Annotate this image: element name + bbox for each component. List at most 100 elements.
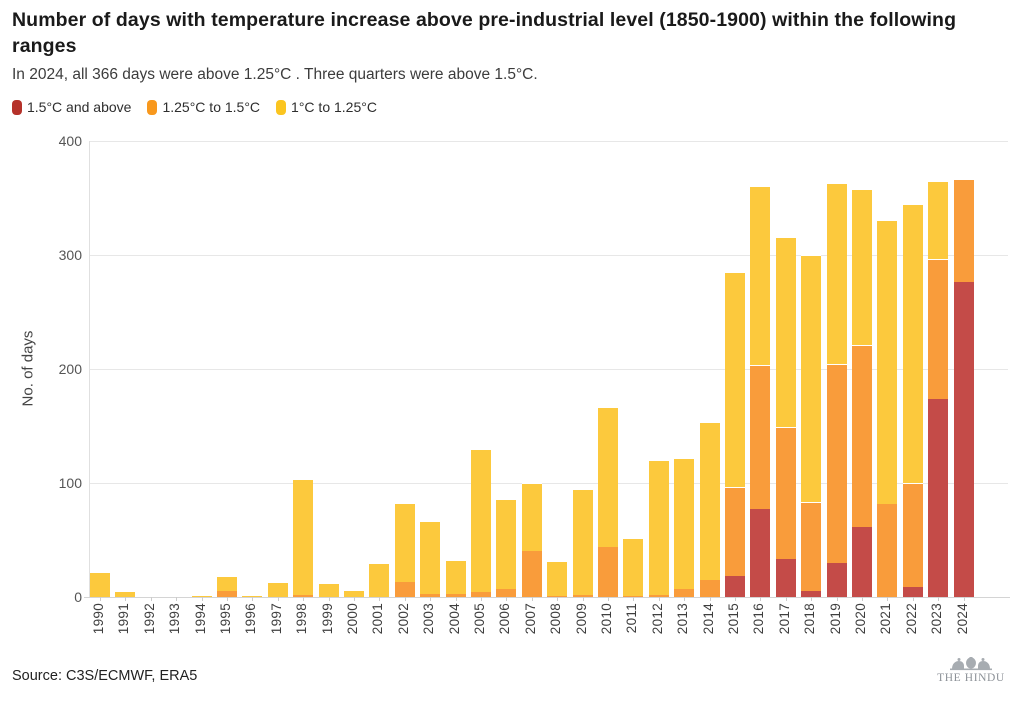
- x-tick-1992: [150, 597, 152, 601]
- bar-segment: [775, 427, 796, 559]
- x-label-1993: 1993: [167, 603, 183, 635]
- bar-segment: [699, 580, 720, 597]
- x-label-2009: 2009: [573, 603, 589, 635]
- x-tick-2009: [582, 597, 584, 601]
- bar-2000: [344, 591, 364, 597]
- x-tick-2007: [531, 597, 533, 601]
- bar-segment: [775, 559, 796, 597]
- bar-segment: [293, 595, 314, 597]
- bar-segment: [674, 589, 695, 597]
- x-tick-2021: [887, 597, 889, 601]
- x-label-2010: 2010: [599, 603, 614, 635]
- x-tick-2016: [760, 597, 762, 601]
- bar-2024: [953, 179, 974, 597]
- bar-segment: [572, 595, 593, 597]
- x-tick-2002: [404, 597, 406, 601]
- x-tick-1998: [303, 597, 305, 601]
- bar-2020: [852, 189, 872, 597]
- bar-2009: [572, 489, 593, 597]
- publisher-name: THE HINDU: [937, 672, 1005, 684]
- legend: 1.5°C and above 1.25°C to 1.5°C 1°C to 1.2…: [12, 99, 377, 115]
- x-label-2007: 2007: [522, 603, 538, 635]
- y-tick-label-400: 400: [58, 133, 82, 149]
- x-label-2004: 2004: [446, 603, 462, 635]
- chart-subtitle: In 2024, all 366 days were above 1.25°C …: [12, 66, 538, 83]
- bar-segment: [648, 595, 669, 597]
- x-tick-2010: [608, 597, 609, 601]
- bar-segment: [852, 527, 872, 597]
- x-tick-1999: [328, 597, 330, 601]
- x-label-2024: 2024: [954, 603, 970, 635]
- x-label-2014: 2014: [700, 603, 716, 635]
- x-label-2020: 2020: [853, 603, 868, 635]
- x-label-2023: 2023: [929, 603, 945, 635]
- bar-segment: [902, 483, 923, 587]
- x-label-2018: 2018: [802, 603, 818, 635]
- x-label-2003: 2003: [421, 603, 437, 635]
- x-tick-2005: [481, 597, 482, 601]
- x-tick-2014: [709, 597, 711, 601]
- bar-segment: [242, 596, 263, 597]
- x-tick-2006: [506, 597, 508, 601]
- bar-segment: [953, 179, 974, 282]
- bar-segment: [750, 509, 771, 597]
- bar-segment: [445, 594, 466, 597]
- x-label-2008: 2008: [548, 603, 564, 635]
- bar-1994: [191, 596, 212, 597]
- bar-2014: [699, 422, 720, 597]
- x-label-2012: 2012: [649, 603, 665, 635]
- x-label-1994: 1994: [192, 603, 208, 635]
- bar-segment: [623, 596, 644, 597]
- bar-segment: [217, 576, 237, 591]
- bar-segment: [953, 282, 974, 597]
- bar-segment: [674, 458, 695, 589]
- plot-area: [90, 140, 1008, 597]
- bar-segment: [725, 487, 745, 576]
- bar-segment: [852, 189, 872, 345]
- x-tick-2008: [557, 597, 559, 601]
- bar-segment: [852, 345, 872, 527]
- bar-segment: [725, 272, 745, 487]
- publisher-logo: THE HINDU: [936, 656, 1006, 684]
- bar-2018: [801, 255, 822, 597]
- bar-2021: [877, 220, 898, 597]
- bar-segment: [547, 561, 568, 596]
- gridline-300: [90, 254, 1008, 256]
- y-tick-label-0: 0: [74, 589, 82, 605]
- bar-2003: [420, 521, 441, 597]
- x-label-2006: 2006: [497, 603, 513, 635]
- bar-segment: [801, 255, 822, 502]
- x-label-2022: 2022: [903, 603, 919, 635]
- bar-segment: [445, 560, 466, 594]
- bar-segment: [547, 596, 568, 597]
- bar-segment: [902, 204, 923, 483]
- legend-label: 1.5°C and above: [27, 99, 132, 115]
- bar-segment: [928, 399, 949, 597]
- x-label-2013: 2013: [675, 603, 691, 635]
- x-label-1991: 1991: [116, 603, 132, 635]
- x-label-2019: 2019: [827, 603, 843, 635]
- x-tick-2018: [811, 597, 813, 601]
- x-tick-1996: [252, 597, 254, 601]
- bar-segment: [293, 479, 314, 595]
- x-tick-1997: [277, 597, 279, 601]
- bar-segment: [826, 563, 847, 597]
- x-tick-2003: [430, 597, 432, 601]
- x-tick-1990: [100, 597, 101, 601]
- bar-1990: [90, 573, 110, 597]
- bar-2017: [775, 237, 796, 597]
- x-tick-2017: [785, 597, 787, 601]
- bar-segment: [420, 594, 441, 597]
- bar-segment: [496, 589, 517, 597]
- legend-item-2: 1°C to 1.25°C: [276, 99, 377, 115]
- x-label-2002: 2002: [395, 603, 411, 635]
- x-tick-2015: [735, 597, 736, 601]
- bar-2011: [623, 538, 644, 597]
- bar-segment: [471, 449, 491, 592]
- bar-segment: [572, 489, 593, 595]
- x-tick-1991: [125, 597, 127, 601]
- bar-segment: [826, 183, 847, 364]
- bar-segment: [217, 591, 237, 597]
- x-tick-2020: [862, 597, 863, 601]
- bar-segment: [318, 584, 339, 597]
